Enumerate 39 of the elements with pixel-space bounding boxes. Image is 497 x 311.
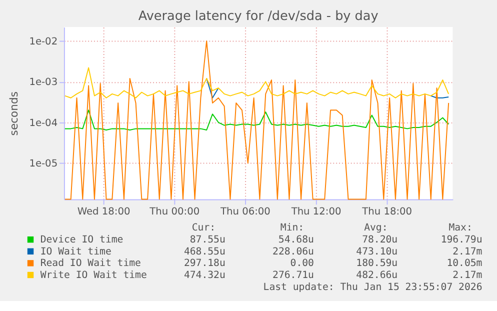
line-series	[64, 40, 450, 200]
text: Cur:	[192, 222, 216, 234]
legend-label: IO Wait time	[40, 246, 112, 258]
y-tick-label: 1e-04	[29, 118, 58, 129]
y-tick-label: 1e-02	[29, 36, 58, 48]
text: 87.55u	[190, 234, 226, 246]
line-series	[64, 67, 450, 98]
legend-label: Device IO time	[40, 234, 124, 246]
legend-label: Read IO Wait time	[40, 258, 142, 270]
x-tick-label: Thu 12:00	[290, 206, 342, 218]
line-series	[64, 110, 450, 131]
y-tick-label: 1e-05	[29, 158, 58, 170]
y-tick-label: 1e-03	[29, 77, 58, 88]
y-axis-title: seconds	[7, 91, 20, 136]
text: Max:	[448, 222, 472, 234]
text: 468.55u	[184, 246, 226, 258]
x-tick-label: Thu 06:00	[219, 206, 270, 218]
x-tick-label: Wed 18:00	[77, 206, 130, 218]
text: 228.06u	[272, 246, 314, 258]
text: 196.79u	[440, 234, 482, 246]
text: 474.32u	[184, 270, 226, 281]
text: Min:	[280, 222, 304, 234]
text: 54.68u	[278, 234, 314, 246]
text: Avg:	[364, 222, 388, 234]
text: 0.00	[290, 258, 314, 270]
text: 276.71u	[272, 270, 314, 281]
text: 473.10u	[356, 246, 398, 258]
x-tick-label: Thu 18:00	[361, 206, 412, 218]
text: 10.05m	[446, 258, 482, 270]
text: 2.17m	[452, 246, 482, 258]
text: 482.66u	[356, 270, 398, 281]
text: 180.59u	[356, 258, 398, 270]
x-tick-label: Thu 00:00	[148, 206, 200, 218]
text: 297.18u	[184, 258, 226, 270]
legend-label: Write IO Wait time	[40, 270, 147, 281]
chart-title: Average latency for /dev/sda - by day	[138, 9, 379, 24]
text: Last update: Thu Jan 15 23:55:07 2026	[263, 282, 482, 293]
text: 78.20u	[362, 234, 398, 246]
text: 2.17m	[452, 270, 482, 281]
